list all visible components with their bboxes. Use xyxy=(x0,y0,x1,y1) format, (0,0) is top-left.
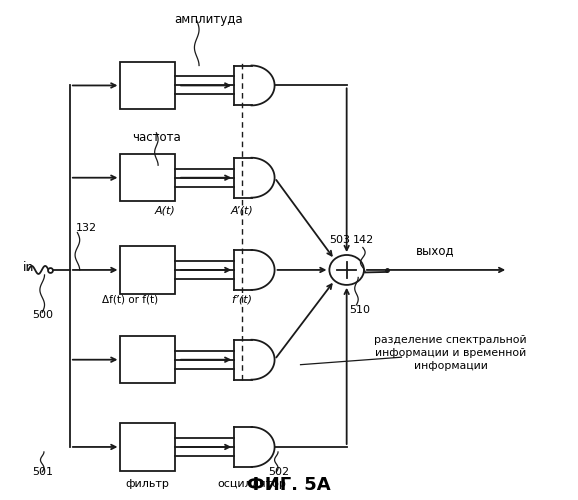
Text: 502: 502 xyxy=(268,467,290,477)
Text: f’(t): f’(t) xyxy=(231,295,252,305)
Bar xyxy=(120,336,175,384)
Bar xyxy=(120,62,175,109)
Text: осциллятор: осциллятор xyxy=(217,480,286,490)
Text: 501: 501 xyxy=(32,467,53,477)
Text: 500: 500 xyxy=(32,310,53,320)
Text: A’(t): A’(t) xyxy=(231,205,253,215)
Text: фильтр: фильтр xyxy=(126,480,170,490)
Text: A(t): A(t) xyxy=(155,205,175,215)
Text: 503: 503 xyxy=(329,235,350,245)
Text: амплитуда: амплитуда xyxy=(174,13,243,26)
Text: 142: 142 xyxy=(353,235,374,245)
Bar xyxy=(120,154,175,202)
Bar xyxy=(120,424,175,470)
Text: частота: частота xyxy=(132,132,181,144)
Text: 510: 510 xyxy=(350,305,370,315)
Text: in: in xyxy=(23,261,34,274)
Bar xyxy=(120,246,175,294)
Text: выход: выход xyxy=(416,244,454,258)
Text: 132: 132 xyxy=(76,222,97,232)
Text: разделение спектральной
информации и временной
информации: разделение спектральной информации и вре… xyxy=(374,335,527,371)
Text: ФИГ. 5А: ФИГ. 5А xyxy=(247,476,331,494)
Text: Δf(t) or f(t): Δf(t) or f(t) xyxy=(102,295,158,305)
